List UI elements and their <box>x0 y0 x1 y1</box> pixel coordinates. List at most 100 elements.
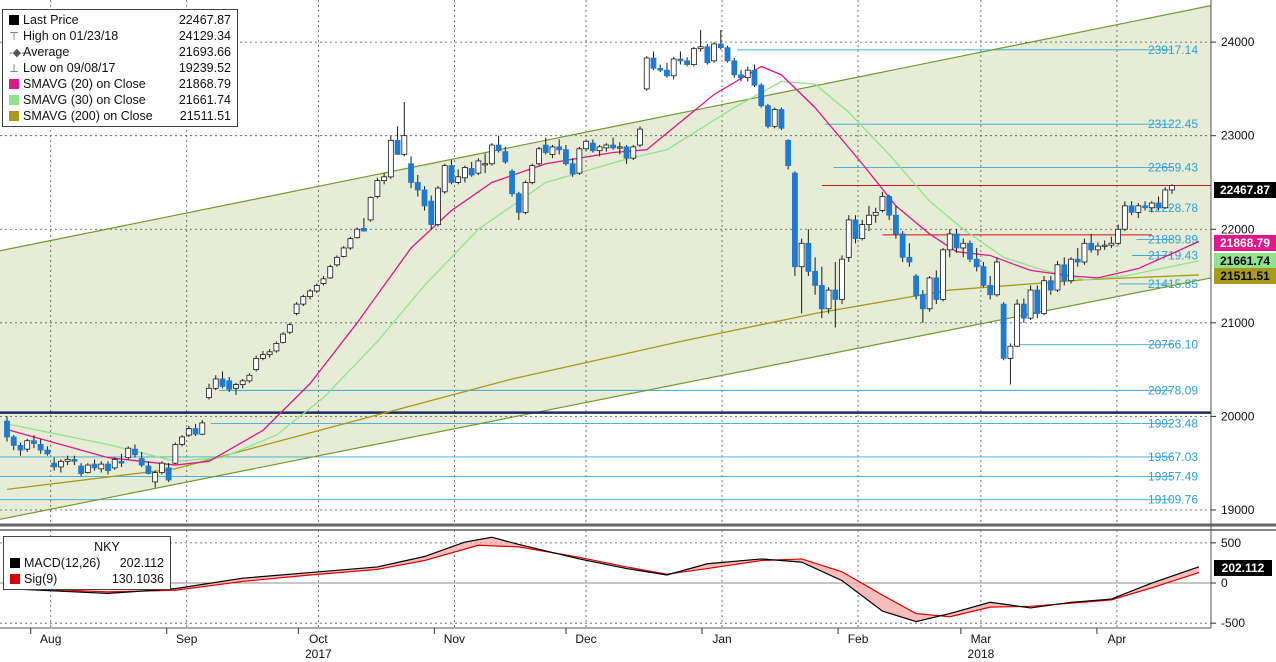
right-price-label-bg <box>1214 235 1276 251</box>
y-tick-label: 20000 <box>1221 409 1255 423</box>
candle-body <box>973 258 980 268</box>
legend-value: 130.1036 <box>111 572 164 586</box>
candle-body <box>482 163 489 166</box>
sma20-line <box>6 65 1200 466</box>
candle-body <box>994 261 1000 296</box>
right-price-label-bg <box>1214 253 1276 269</box>
fib-level-label: 19567.03 <box>1148 450 1198 464</box>
candle-body <box>273 343 280 352</box>
candle-body <box>421 189 428 207</box>
candle-body <box>1128 205 1135 213</box>
fib-level-label: 19357.49 <box>1148 470 1198 484</box>
candle-body <box>361 227 367 232</box>
candle-body <box>1054 264 1061 291</box>
candle-body <box>818 284 825 310</box>
fib-level-label: 23122.45 <box>1148 117 1198 131</box>
candle-body <box>1007 345 1014 359</box>
candle-body <box>866 214 872 225</box>
legend-label: High on 01/23/18 <box>23 29 119 43</box>
candle-body <box>340 247 347 257</box>
candle-body <box>946 233 953 251</box>
candle-body <box>10 436 17 446</box>
candle-body <box>158 462 165 473</box>
candle-body <box>57 460 64 468</box>
x-month-label: Sep <box>176 632 198 646</box>
legend-value: 21511.51 <box>179 109 231 123</box>
candle-body <box>536 148 542 165</box>
candle-body <box>1020 303 1027 319</box>
candle-body <box>623 146 630 159</box>
candle-body <box>677 58 684 62</box>
candle-body <box>280 333 286 343</box>
candle-body <box>165 467 172 481</box>
candle-body <box>125 447 132 458</box>
candle-body <box>394 139 401 155</box>
macd-panel-title: NKY <box>94 540 120 554</box>
candle-body <box>738 74 744 79</box>
legend-row-low: ⊥ Low on 09/08/17 19239.52 <box>3 60 237 76</box>
legend-label: SMAVG (30) on Close <box>23 93 146 107</box>
candle-body <box>529 165 536 183</box>
candle-body <box>852 219 859 240</box>
candle-body <box>1047 280 1054 291</box>
candle-body <box>744 69 751 79</box>
candle-body <box>805 242 812 272</box>
candle-body <box>778 109 785 129</box>
candle-body <box>138 458 145 466</box>
average-marker-icon: -◆- <box>9 46 25 59</box>
candle-body <box>919 294 926 310</box>
legend-value: 21661.74 <box>178 93 231 107</box>
x-month-label: Aug <box>40 632 61 646</box>
candle-body <box>859 224 866 240</box>
candle-body <box>387 139 394 178</box>
candle-body <box>111 459 118 469</box>
candle-body <box>118 460 125 464</box>
candle-body <box>1000 303 1007 359</box>
right-price-label: 21511.51 <box>1220 269 1270 283</box>
candle-body <box>51 462 58 468</box>
sma200-swatch <box>9 111 19 121</box>
x-month-label: Dec <box>575 632 596 646</box>
macd-panel <box>0 530 1211 628</box>
candle-body <box>697 46 704 50</box>
legend-value: 19239.52 <box>178 61 231 75</box>
candle-body <box>643 57 650 90</box>
candle-body <box>307 290 313 298</box>
candle-body <box>630 146 637 159</box>
candle-body <box>441 165 448 193</box>
candle-body <box>320 278 327 284</box>
sma20-swatch <box>9 79 19 89</box>
candle-body <box>98 463 105 470</box>
candle-body <box>556 146 563 151</box>
sma30-swatch <box>9 95 19 105</box>
macd-legend: NKY MACD(12,26) 202.112 Sig(9) 130.1036 <box>3 536 171 590</box>
candle-body <box>1068 258 1074 282</box>
candle-body <box>1162 189 1169 209</box>
candle-body <box>637 128 643 146</box>
candle-body <box>987 284 994 296</box>
signal-swatch <box>10 574 20 584</box>
candle-body <box>542 144 549 153</box>
candle-body <box>448 165 455 183</box>
price-legend: Last Price 22467.87 ⊤ High on 01/23/18 2… <box>2 9 238 127</box>
candle-body <box>717 43 724 49</box>
macd-right-label-bg <box>1214 560 1272 576</box>
legend-label: SMAVG (20) on Close <box>23 77 146 91</box>
candle-body <box>71 459 78 462</box>
candle-body <box>1027 289 1034 319</box>
candle-body <box>1121 205 1128 230</box>
candle-body <box>64 459 71 462</box>
candle-body <box>31 440 37 444</box>
candle-body <box>266 351 273 356</box>
candle-body <box>206 387 212 399</box>
candle-body <box>37 444 44 451</box>
right-price-label-bg <box>1214 182 1276 198</box>
candle-body <box>812 270 818 286</box>
candle-body <box>246 374 253 382</box>
legend-label: Average <box>23 45 70 59</box>
candle-body <box>347 238 354 249</box>
candle-body <box>1074 258 1081 263</box>
candle-body <box>899 233 906 258</box>
macd-line <box>6 536 1200 623</box>
